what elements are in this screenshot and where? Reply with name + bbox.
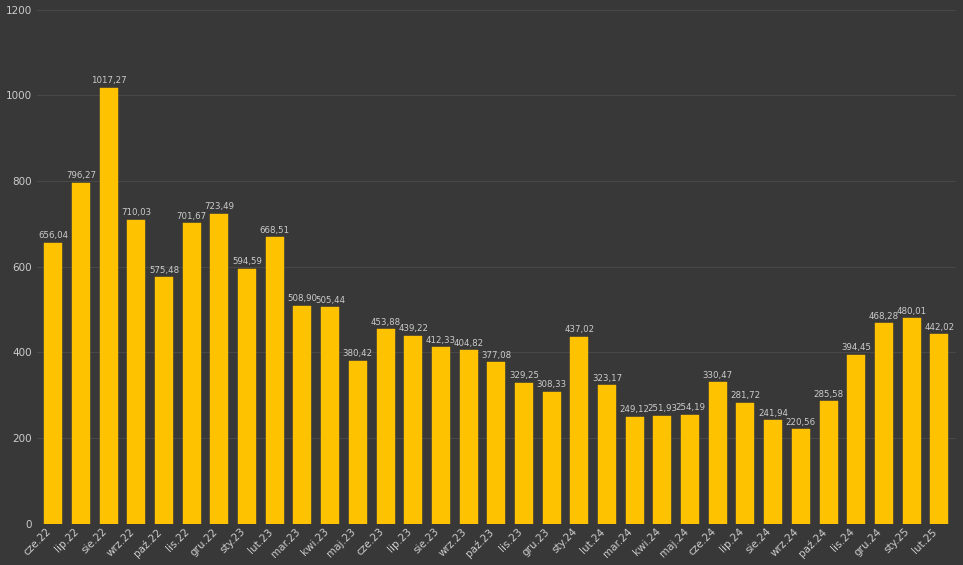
Bar <box>626 417 643 524</box>
Text: 285,58: 285,58 <box>814 390 844 399</box>
Bar <box>266 237 284 524</box>
Text: 220,56: 220,56 <box>786 418 816 427</box>
Text: 412,33: 412,33 <box>426 336 455 345</box>
Text: 505,44: 505,44 <box>315 295 345 305</box>
Bar <box>294 306 311 524</box>
Text: 723,49: 723,49 <box>204 202 234 211</box>
Bar <box>349 361 367 524</box>
Bar <box>459 350 478 524</box>
Text: 1017,27: 1017,27 <box>91 76 126 85</box>
Bar <box>902 318 921 524</box>
Text: 437,02: 437,02 <box>564 325 594 334</box>
Text: 594,59: 594,59 <box>232 258 262 267</box>
Text: 656,04: 656,04 <box>39 231 68 240</box>
Text: 380,42: 380,42 <box>343 349 373 358</box>
Bar <box>321 307 339 524</box>
Bar <box>183 223 200 524</box>
Bar <box>515 383 533 524</box>
Text: 330,47: 330,47 <box>703 371 733 380</box>
Bar <box>44 242 63 524</box>
Bar <box>487 362 506 524</box>
Text: 251,93: 251,93 <box>647 404 677 413</box>
Text: 508,90: 508,90 <box>288 294 318 303</box>
Text: 377,08: 377,08 <box>482 351 511 360</box>
Text: 480,01: 480,01 <box>897 307 926 315</box>
Text: 249,12: 249,12 <box>620 406 650 415</box>
Text: 710,03: 710,03 <box>121 208 151 217</box>
Bar <box>681 415 699 524</box>
Text: 241,94: 241,94 <box>758 408 788 418</box>
Bar <box>377 329 395 524</box>
Text: 439,22: 439,22 <box>399 324 429 333</box>
Bar <box>792 429 810 524</box>
Bar <box>99 88 117 524</box>
Text: 323,17: 323,17 <box>592 373 622 383</box>
Bar <box>431 347 450 524</box>
Bar <box>598 385 616 524</box>
Text: 329,25: 329,25 <box>509 371 539 380</box>
Text: 575,48: 575,48 <box>149 266 179 275</box>
Bar <box>210 214 228 524</box>
Bar <box>653 416 671 524</box>
Text: 281,72: 281,72 <box>730 392 761 401</box>
Text: 701,67: 701,67 <box>176 211 207 220</box>
Bar <box>155 277 173 524</box>
Bar <box>709 382 727 524</box>
Bar <box>238 269 256 524</box>
Bar <box>820 401 838 524</box>
Bar <box>72 182 90 524</box>
Bar <box>930 334 949 524</box>
Text: 668,51: 668,51 <box>260 226 290 234</box>
Text: 254,19: 254,19 <box>675 403 705 412</box>
Text: 404,82: 404,82 <box>454 339 483 347</box>
Bar <box>127 220 145 524</box>
Text: 796,27: 796,27 <box>66 171 96 180</box>
Text: 308,33: 308,33 <box>536 380 566 389</box>
Bar <box>542 392 560 524</box>
Bar <box>404 336 422 524</box>
Bar <box>570 337 588 524</box>
Text: 468,28: 468,28 <box>869 311 898 320</box>
Text: 453,88: 453,88 <box>371 318 401 327</box>
Text: 442,02: 442,02 <box>924 323 954 332</box>
Text: 394,45: 394,45 <box>842 343 872 352</box>
Bar <box>847 355 865 524</box>
Bar <box>737 403 754 524</box>
Bar <box>764 420 782 524</box>
Bar <box>875 323 893 524</box>
